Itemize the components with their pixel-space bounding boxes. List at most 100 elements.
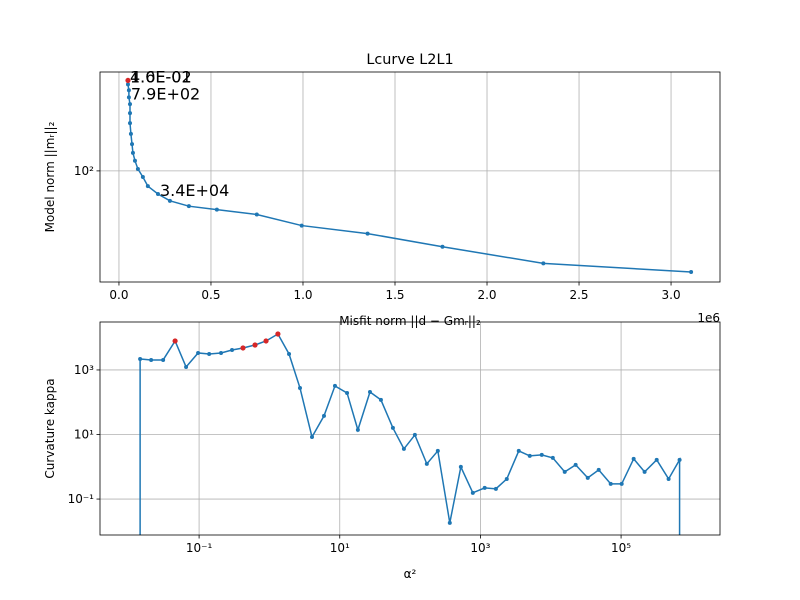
- annotation: 7.9E+02: [131, 84, 200, 103]
- marker: [666, 476, 671, 481]
- x-tick-label: 2.0: [477, 288, 496, 302]
- x-offset-label: 1e6: [697, 311, 720, 325]
- marker: [125, 77, 131, 84]
- x-tick-label: 10³: [470, 541, 490, 555]
- marker: [678, 562, 682, 566]
- y-tick-label: 10³: [74, 363, 94, 377]
- marker: [167, 198, 172, 203]
- marker: [161, 357, 166, 362]
- axes-frame: [99, 321, 721, 536]
- marker: [401, 446, 406, 451]
- marker: [355, 427, 360, 432]
- chart-title: Lcurve L2L1: [366, 52, 453, 68]
- marker: [140, 174, 145, 179]
- marker: [440, 244, 445, 249]
- marker: [128, 131, 133, 136]
- marker: [516, 448, 521, 453]
- marker: [254, 212, 259, 217]
- marker: [631, 456, 636, 461]
- axes-frame: [99, 71, 721, 283]
- marker: [504, 476, 509, 481]
- marker: [145, 184, 150, 189]
- y-axis-label: Model norm ||mᵣ||₂: [43, 121, 57, 232]
- marker: [184, 364, 189, 369]
- marker: [297, 385, 302, 390]
- marker: [132, 158, 137, 163]
- marker: [689, 270, 694, 275]
- marker: [214, 207, 219, 212]
- marker: [447, 520, 452, 525]
- marker: [130, 150, 135, 155]
- y-axis-label: Curvature kappa: [43, 378, 57, 478]
- marker: [130, 142, 135, 147]
- marker: [541, 261, 546, 266]
- marker: [127, 121, 132, 126]
- marker: [642, 469, 647, 474]
- marker: [332, 383, 337, 388]
- marker: [263, 338, 269, 344]
- marker: [412, 432, 417, 437]
- marker: [345, 390, 350, 395]
- x-tick-label: 1.0: [293, 288, 312, 302]
- marker: [677, 457, 682, 462]
- marker: [155, 191, 160, 196]
- marker: [654, 457, 659, 462]
- x-axis-label: Misfit norm ||d − Gmᵣ||₂: [339, 314, 481, 328]
- marker: [321, 413, 326, 418]
- marker: [550, 455, 555, 460]
- marker: [482, 485, 487, 490]
- marker: [126, 95, 131, 100]
- x-tick-label: 10⁻¹: [186, 541, 213, 555]
- marker: [378, 397, 383, 402]
- marker: [309, 434, 314, 439]
- marker: [493, 486, 498, 491]
- marker: [275, 331, 281, 337]
- x-tick-label: 10¹: [330, 541, 350, 555]
- marker: [138, 562, 142, 566]
- marker: [149, 357, 154, 362]
- marker: [207, 351, 212, 356]
- marker: [435, 448, 440, 453]
- marker: [596, 467, 601, 472]
- marker: [127, 102, 132, 107]
- y-tick-label: 10²: [74, 164, 94, 178]
- x-tick-label: 1.5: [385, 288, 404, 302]
- marker: [172, 338, 178, 344]
- y-tick-label: 10¹: [74, 428, 94, 442]
- marker: [230, 347, 235, 352]
- marker: [390, 425, 395, 430]
- marker: [585, 475, 590, 480]
- marker: [365, 231, 370, 236]
- x-tick-label: 0.5: [201, 288, 220, 302]
- line: [127, 80, 692, 273]
- marker: [299, 223, 304, 228]
- marker: [562, 469, 567, 474]
- marker: [287, 351, 292, 356]
- x-tick-label: 3.0: [662, 288, 681, 302]
- line: [139, 332, 681, 535]
- marker: [138, 356, 143, 361]
- marker: [424, 461, 429, 466]
- plot-area: [125, 77, 694, 275]
- y-tick-label: 10⁻¹: [68, 492, 95, 506]
- marker: [135, 166, 140, 171]
- marker: [573, 462, 578, 467]
- marker: [127, 111, 132, 116]
- plot-area: [138, 331, 682, 566]
- marker: [539, 452, 544, 457]
- marker: [608, 481, 613, 486]
- marker: [252, 342, 258, 348]
- x-tick-label: 0.0: [109, 288, 128, 302]
- x-axis-label: α²: [404, 567, 417, 581]
- marker: [619, 481, 624, 486]
- x-tick-label: 2.5: [569, 288, 588, 302]
- x-tick-label: 10⁵: [611, 541, 631, 555]
- marker: [470, 490, 475, 495]
- marker: [186, 204, 191, 209]
- marker: [527, 453, 532, 458]
- marker: [240, 345, 246, 351]
- marker: [458, 464, 463, 469]
- marker: [196, 350, 201, 355]
- marker: [126, 88, 131, 93]
